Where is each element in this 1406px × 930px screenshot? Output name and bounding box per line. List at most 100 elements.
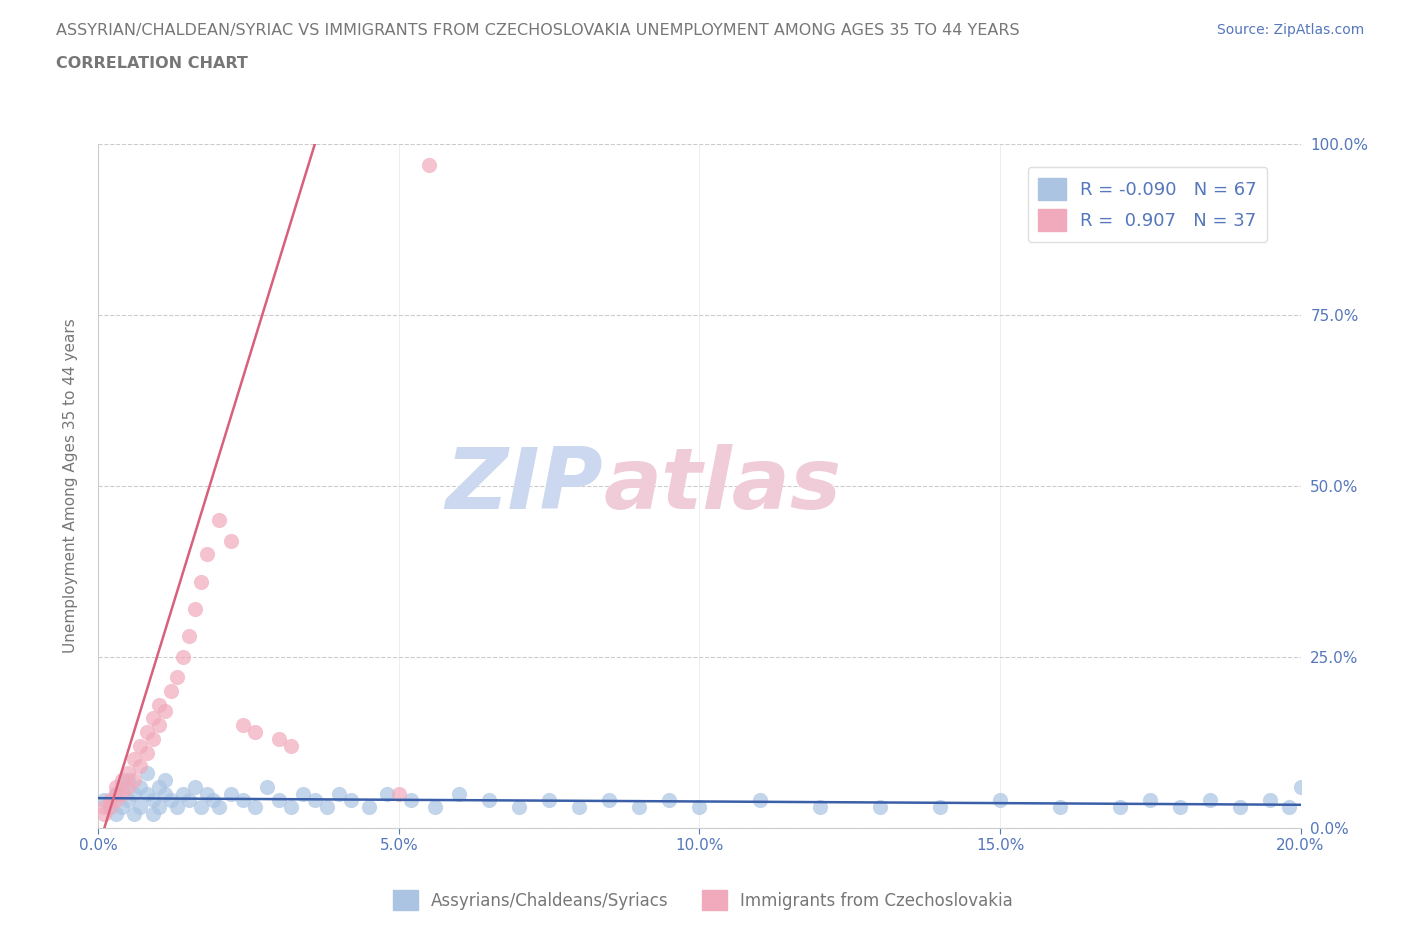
Text: atlas: atlas — [603, 445, 841, 527]
Point — [148, 779, 170, 794]
Point — [172, 649, 194, 664]
Point — [111, 779, 134, 794]
Point — [243, 800, 266, 815]
Point — [117, 779, 139, 794]
Point — [201, 793, 224, 808]
Point — [1109, 800, 1132, 815]
Point — [148, 718, 170, 733]
Point — [280, 738, 302, 753]
Point — [159, 684, 181, 698]
Point — [689, 800, 711, 815]
Point — [598, 793, 620, 808]
Point — [929, 800, 952, 815]
Point — [1170, 800, 1192, 815]
Point — [508, 800, 530, 815]
Point — [153, 773, 176, 788]
Point — [1049, 800, 1071, 815]
Text: Source: ZipAtlas.com: Source: ZipAtlas.com — [1216, 23, 1364, 37]
Point — [105, 779, 128, 794]
Point — [399, 793, 422, 808]
Point — [153, 786, 176, 801]
Point — [177, 793, 200, 808]
Point — [478, 793, 501, 808]
Point — [748, 793, 770, 808]
Point — [340, 793, 363, 808]
Point — [267, 793, 290, 808]
Point — [100, 800, 122, 815]
Point — [124, 786, 146, 801]
Point — [1260, 793, 1282, 808]
Point — [148, 698, 170, 712]
Point — [141, 711, 163, 725]
Point — [124, 751, 146, 766]
Point — [105, 806, 128, 821]
Point — [195, 786, 218, 801]
Legend: R = -0.090   N = 67, R =  0.907   N = 37: R = -0.090 N = 67, R = 0.907 N = 37 — [1028, 166, 1267, 242]
Point — [418, 157, 440, 172]
Point — [129, 800, 152, 815]
Point — [100, 793, 122, 808]
Point — [166, 670, 188, 684]
Point — [388, 786, 411, 801]
Point — [243, 724, 266, 739]
Point — [135, 765, 157, 780]
Point — [1139, 793, 1161, 808]
Point — [304, 793, 326, 808]
Point — [1199, 793, 1222, 808]
Point — [1289, 779, 1312, 794]
Point — [183, 602, 205, 617]
Point — [93, 800, 115, 815]
Point — [538, 793, 561, 808]
Point — [159, 793, 181, 808]
Point — [166, 800, 188, 815]
Point — [135, 745, 157, 760]
Point — [219, 786, 242, 801]
Text: ZIP: ZIP — [446, 445, 603, 527]
Point — [256, 779, 278, 794]
Point — [177, 629, 200, 644]
Point — [111, 786, 134, 801]
Point — [267, 731, 290, 746]
Point — [357, 800, 380, 815]
Point — [988, 793, 1011, 808]
Point — [172, 786, 194, 801]
Point — [190, 574, 212, 589]
Point — [328, 786, 350, 801]
Point — [105, 786, 128, 801]
Point — [808, 800, 831, 815]
Point — [869, 800, 891, 815]
Point — [375, 786, 398, 801]
Point — [141, 731, 163, 746]
Point — [628, 800, 651, 815]
Point — [117, 773, 139, 788]
Point — [117, 793, 139, 808]
Text: ASSYRIAN/CHALDEAN/SYRIAC VS IMMIGRANTS FROM CZECHOSLOVAKIA UNEMPLOYMENT AMONG AG: ASSYRIAN/CHALDEAN/SYRIAC VS IMMIGRANTS F… — [56, 23, 1019, 38]
Text: CORRELATION CHART: CORRELATION CHART — [56, 56, 247, 71]
Point — [93, 793, 115, 808]
Point — [141, 806, 163, 821]
Point — [135, 786, 157, 801]
Point — [291, 786, 314, 801]
Point — [183, 779, 205, 794]
Point — [111, 800, 134, 815]
Point — [105, 793, 128, 808]
Point — [232, 718, 254, 733]
Point — [129, 779, 152, 794]
Point — [219, 533, 242, 548]
Point — [315, 800, 337, 815]
Point — [1229, 800, 1251, 815]
Point — [93, 806, 115, 821]
Point — [141, 793, 163, 808]
Point — [190, 800, 212, 815]
Point — [124, 806, 146, 821]
Point — [148, 800, 170, 815]
Point — [232, 793, 254, 808]
Point — [208, 800, 231, 815]
Point — [447, 786, 470, 801]
Point — [111, 773, 134, 788]
Point — [129, 759, 152, 774]
Point — [117, 765, 139, 780]
Point — [195, 547, 218, 562]
Point — [208, 512, 231, 527]
Point — [153, 704, 176, 719]
